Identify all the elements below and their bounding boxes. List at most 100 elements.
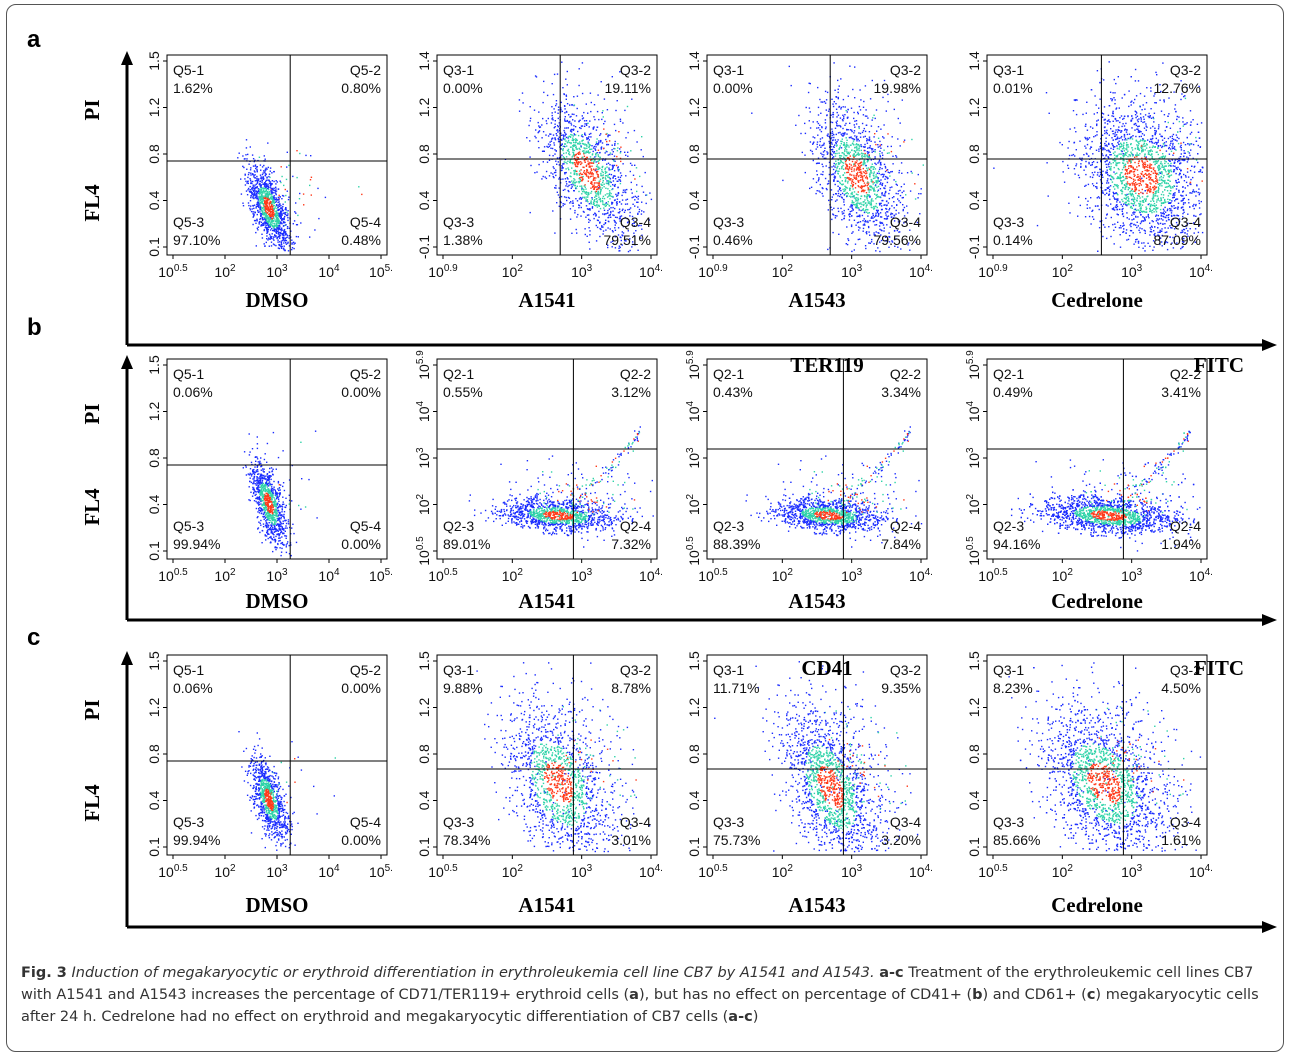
plot-sample-name: A1541: [518, 288, 575, 312]
quadrant-percent: 0.00%: [341, 384, 381, 400]
y-tick-label: 1.2: [146, 402, 162, 422]
caption-ref: a-c: [879, 965, 904, 981]
quadrant-percent: 3.01%: [611, 832, 651, 848]
x-tick-label: 102: [502, 567, 524, 584]
x-tick-label: 103: [1121, 263, 1143, 280]
plot-sample-name: Cedrelone: [1051, 893, 1143, 917]
figure-caption: Fig. 3 Induction of megakaryocytic or er…: [21, 962, 1283, 1028]
y-tick-label: 105.9: [415, 350, 432, 380]
x-tick-label: 100.5: [978, 567, 1008, 584]
y-tick-label: 100.5: [965, 536, 982, 566]
y-tick-label: 0.8: [146, 448, 162, 468]
facs-plot-b-cedrelone: Q2-1 0.49% Q2-2 3.41% Q2-3 94.16% Q2-4 1.94% 105…: [965, 350, 1213, 613]
plot-sample-name: A1543: [788, 288, 845, 312]
y-tick-label: 0.8: [686, 744, 702, 764]
quadrant-percent: 4.50%: [1161, 680, 1201, 696]
y-axis-label-c: PI: [80, 700, 104, 721]
y-tick-label: 102: [415, 493, 432, 515]
x-tick-label: 104.: [639, 863, 663, 880]
x-tick-label: 104: [318, 863, 340, 880]
quadrant-id: Q5-4: [350, 814, 381, 830]
plot-frame: [436, 358, 658, 560]
x-tick-label: 104.: [1189, 263, 1213, 280]
x-tick-label: 104.: [1189, 567, 1213, 584]
y-axis-label-b: PI: [80, 404, 104, 425]
x-tick-label: 100.5: [428, 567, 458, 584]
y-axis-arrowhead: [121, 355, 133, 369]
y-tick-label: 0.8: [416, 144, 432, 164]
x-axis-arrowhead: [1262, 614, 1277, 626]
x-tick-label: 103: [1121, 567, 1143, 584]
event-dots: [714, 661, 919, 853]
quadrant-id: Q2-1: [993, 366, 1024, 382]
y-tick-label: 0.8: [686, 144, 702, 164]
plot-frame: [986, 54, 1208, 256]
x-tick-label: 100.5: [428, 863, 458, 880]
x-tick-label: 102: [772, 263, 794, 280]
y-tick-label: 0.4: [146, 191, 162, 211]
y-tick-label: 0.4: [966, 191, 982, 211]
y-axis-sublabel-c: FL4: [80, 784, 104, 822]
y-axis-arrowhead: [121, 51, 133, 65]
quadrant-id: Q3-2: [890, 62, 921, 78]
event-dots: [1008, 662, 1202, 852]
caption-body-5: ): [752, 1009, 759, 1025]
quadrant-percent: 0.00%: [443, 80, 483, 96]
caption-body-1: Treatment of the erythroleukemic cell li…: [21, 965, 1254, 1003]
caption-fig-label: Fig. 3: [21, 965, 67, 981]
event-dots: [1010, 430, 1201, 552]
quadrant-id: Q5-1: [173, 662, 204, 678]
quadrant-percent: 9.35%: [881, 680, 921, 696]
x-tick-label: 100.5: [158, 863, 188, 880]
quadrant-percent: 11.71%: [713, 680, 759, 696]
plot-frame: [986, 654, 1208, 856]
quadrant-percent: 1.61%: [1161, 832, 1201, 848]
y-tick-label: 102: [685, 493, 702, 515]
x-tick-label: 102: [1052, 263, 1074, 280]
quadrant-id: Q3-2: [620, 62, 651, 78]
quadrant-percent: 19.98%: [874, 80, 921, 96]
quadrant-percent: 3.12%: [611, 384, 651, 400]
y-tick-label: 0.4: [686, 791, 702, 811]
event-dots: [237, 139, 363, 252]
quadrant-percent: 3.34%: [881, 384, 921, 400]
quadrant-id: Q5-3: [173, 518, 204, 534]
x-tick-label: 100.9: [978, 263, 1008, 280]
quadrant-percent: 1.62%: [173, 80, 213, 96]
quadrant-percent: 3.41%: [1161, 384, 1201, 400]
facs-plot-c-a1543: Q3-1 11.71% Q3-2 9.35% Q3-3 75.73% Q3-4 3.20% 1.…: [686, 651, 933, 917]
y-tick-label: -0.1: [686, 235, 702, 259]
x-tick-label: 102: [502, 863, 524, 880]
caption-ref-c: c: [1086, 987, 1096, 1003]
y-tick-label: 1.2: [686, 98, 702, 118]
quadrant-id: Q5-1: [173, 62, 204, 78]
quadrant-id: Q3-1: [443, 62, 474, 78]
plot-frame: [706, 54, 928, 256]
quadrant-percent: 87.09%: [1154, 232, 1201, 248]
facs-plot-a-a1541: Q3-1 0.00% Q3-2 19.11% Q3-3 1.38% Q3-4 79.51% 1.…: [416, 51, 663, 312]
quadrant-percent: 0.55%: [443, 384, 483, 400]
panel-letter-c: c: [27, 624, 40, 651]
x-tick-label: 100.9: [698, 263, 728, 280]
plot-sample-name: A1541: [518, 589, 575, 613]
y-tick-label: 0.8: [146, 744, 162, 764]
quadrant-id: Q5-2: [350, 366, 381, 382]
quadrant-id: Q2-1: [443, 366, 474, 382]
event-dots: [238, 731, 336, 851]
panel-c: cPIFL4CD61FITCQ5-10.06%Q5-20.00%Q5-399.9…: [27, 624, 1277, 933]
quadrant-id: Q5-1: [173, 366, 204, 382]
facs-plot-a-dmso: Q5-1 1.62% Q5-2 0.80% Q5-3 97.10% Q5-4 0.48% 1.5…: [146, 51, 393, 312]
caption-body-3: ) and CD61+ (: [982, 987, 1087, 1003]
plot-sample-name: A1541: [518, 893, 575, 917]
quadrant-percent: 0.06%: [173, 680, 213, 696]
x-tick-label: 100.5: [698, 863, 728, 880]
y-tick-label: 1.4: [686, 51, 702, 71]
x-axis-label-a: TER119: [790, 353, 864, 377]
x-tick-label: 103: [841, 863, 863, 880]
facs-plot-c-a1541: Q3-1 9.88% Q3-2 8.78% Q3-3 78.34% Q3-4 3.01% 1.5…: [416, 651, 663, 917]
quadrant-percent: 89.01%: [443, 536, 490, 552]
y-axis-sublabel-a: FL4: [80, 184, 104, 222]
y-tick-label: 1.5: [146, 51, 162, 71]
y-tick-label: 1.4: [416, 51, 432, 71]
y-tick-label: 104: [685, 400, 702, 422]
